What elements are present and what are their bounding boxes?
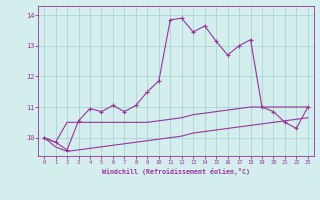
X-axis label: Windchill (Refroidissement éolien,°C): Windchill (Refroidissement éolien,°C) <box>102 168 250 175</box>
